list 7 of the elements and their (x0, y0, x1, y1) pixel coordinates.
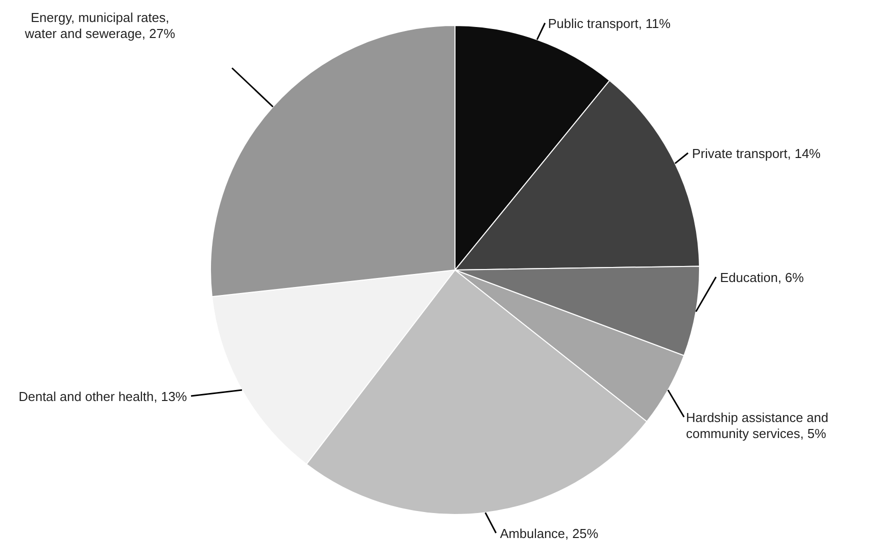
slice-label: Energy, municipal rates, water and sewerage, 27% (24, 10, 176, 42)
slice-label: Dental and other health, 13% (18, 389, 187, 405)
slice-label: Ambulance, 25% (500, 526, 600, 542)
slice-label: Education, 6% (720, 270, 805, 286)
slice-label: Public transport, 11% (548, 16, 672, 32)
slice-label: Hardship assistance and community services, 5% (686, 410, 830, 442)
slice-label: Private transport, 14% (692, 146, 822, 162)
